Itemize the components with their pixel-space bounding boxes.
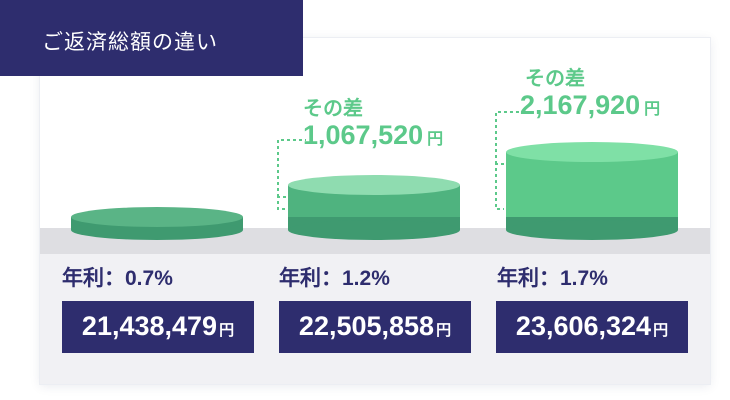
- cylinder-bottom-2: [288, 220, 460, 240]
- cylinder-bottom-3: [506, 220, 678, 240]
- cylinder-top-1: [71, 207, 243, 227]
- diff-value-2-number: 2,167,920: [520, 90, 641, 120]
- total-value-2: 22,505,858: [298, 311, 435, 341]
- page-title: ご返済総額の違い: [42, 31, 218, 54]
- diff-label-1: その差: [303, 98, 363, 120]
- total-unit-3: 円: [653, 322, 669, 339]
- total-value-3: 23,606,324: [515, 311, 652, 341]
- diff-value-1-unit: 円: [427, 131, 444, 148]
- diff-bracket-3: [495, 163, 504, 210]
- cylinder-extra-3: [506, 152, 678, 217]
- total-value-1: 21,438,479: [81, 311, 218, 341]
- diff-value-2-unit: 円: [644, 101, 661, 118]
- diff-value-1: 1,067,520 円: [303, 120, 443, 151]
- total-box-1: 21,438,479 円: [62, 301, 254, 353]
- diff-value-2: 2,167,920 円: [520, 90, 660, 121]
- header-tab: ご返済総額の違い: [0, 0, 303, 76]
- total-unit-1: 円: [219, 322, 235, 339]
- cylinder-top-3: [506, 142, 678, 163]
- cylinder-top-2: [288, 175, 460, 196]
- diff-leader-2: [277, 139, 306, 198]
- rate-label-1: 年利：0.7%: [62, 267, 173, 290]
- rate-label-3: 年利：1.7%: [497, 267, 608, 290]
- diff-label-2: その差: [525, 68, 585, 90]
- diff-value-1-number: 1,067,520: [303, 120, 424, 150]
- total-unit-2: 円: [436, 322, 452, 339]
- total-box-2: 22,505,858 円: [279, 301, 471, 353]
- rate-label-2: 年利：1.2%: [279, 267, 390, 290]
- diff-bracket-2: [277, 196, 286, 210]
- total-box-3: 23,606,324 円: [496, 301, 688, 353]
